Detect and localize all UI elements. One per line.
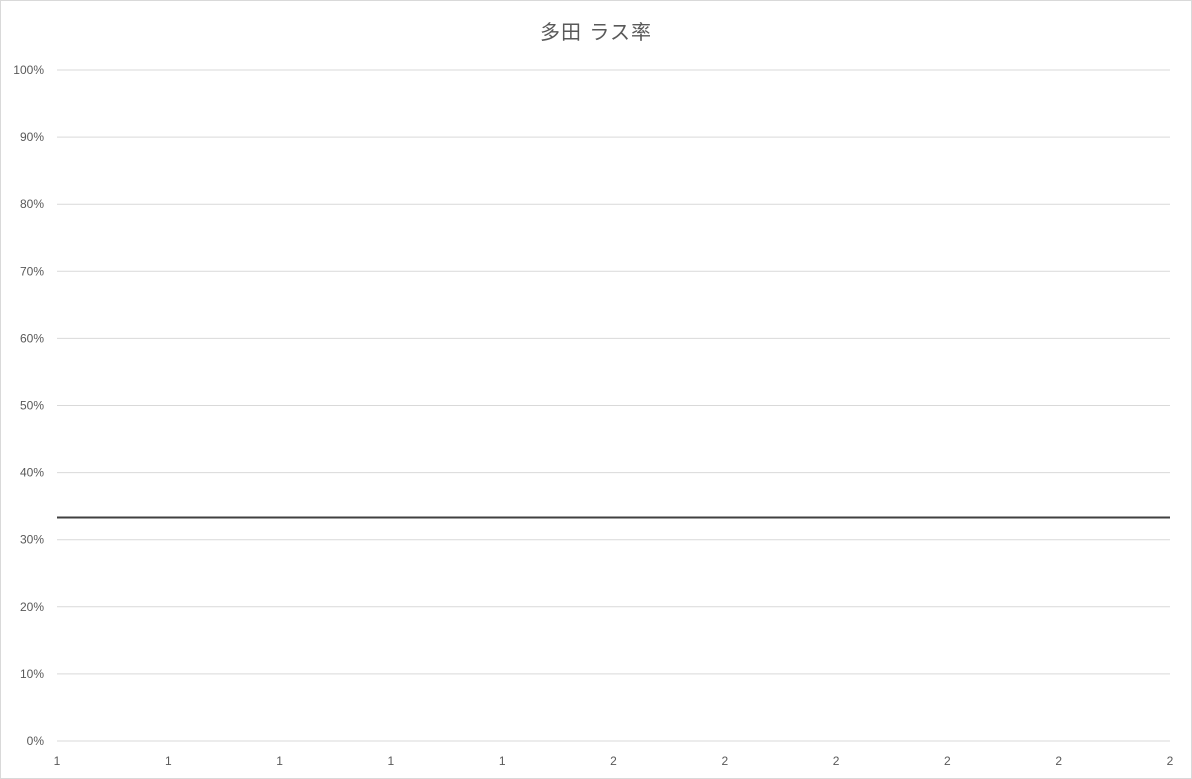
y-tick-label: 90%: [20, 130, 44, 144]
x-tick-label: 2: [610, 754, 617, 768]
x-tick-label: 2: [833, 754, 840, 768]
x-tick-label: 2: [1167, 754, 1174, 768]
y-tick-label: 100%: [13, 63, 44, 77]
y-tick-label: 50%: [20, 399, 44, 413]
x-tick-label: 1: [388, 754, 395, 768]
y-tick-label: 0%: [27, 734, 45, 748]
y-tick-label: 10%: [20, 667, 44, 681]
x-tick-label: 1: [165, 754, 172, 768]
x-tick-label: 2: [944, 754, 951, 768]
y-tick-label: 20%: [20, 600, 44, 614]
x-tick-label: 1: [54, 754, 61, 768]
y-tick-label: 60%: [20, 331, 44, 345]
y-tick-label: 40%: [20, 466, 44, 480]
x-tick-label: 2: [721, 754, 728, 768]
x-tick-label: 2: [1055, 754, 1062, 768]
x-tick-label: 1: [276, 754, 283, 768]
y-axis-ticks: 0% 10% 20% 30% 40% 50% 60% 70% 80% 90% 100%: [13, 63, 44, 748]
y-tick-label: 70%: [20, 264, 44, 278]
chart-title: 多田 ラス率: [540, 20, 652, 44]
x-tick-label: 1: [499, 754, 506, 768]
x-axis-ticks: 1 1 1 1 1 2 2 2 2 2 2: [54, 754, 1174, 768]
y-tick-label: 30%: [20, 533, 44, 547]
gridlines: [57, 69, 1170, 742]
y-tick-label: 80%: [20, 197, 44, 211]
